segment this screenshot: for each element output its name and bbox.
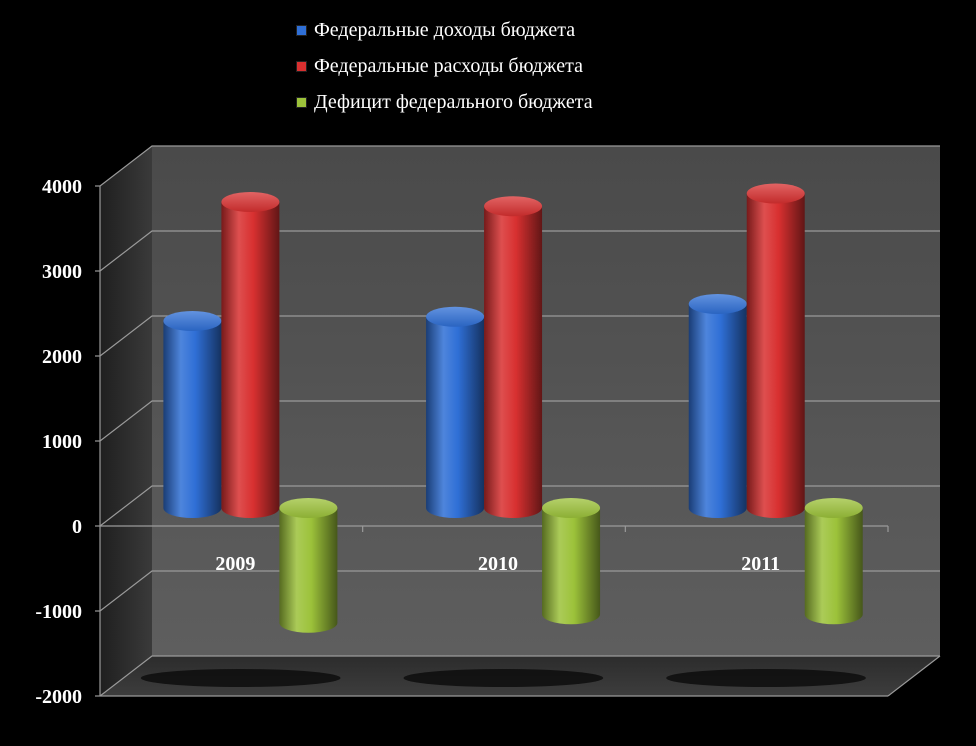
bar — [746, 183, 805, 518]
gridline — [99, 570, 940, 612]
tick-label: 4000 — [42, 176, 82, 198]
bar-cap — [804, 498, 863, 518]
bar-body — [688, 304, 747, 518]
gridline — [99, 400, 940, 442]
legend-item-expenses: Федеральные расходы бюджета — [296, 48, 593, 84]
legend-label-expenses: Федеральные расходы бюджета — [314, 54, 583, 77]
bar — [484, 196, 543, 518]
legend-item-revenue: Федеральные доходы бюджета — [296, 12, 593, 48]
legend-item-deficit: Дефицит федерального бюджета — [296, 84, 593, 120]
bar-cap — [484, 196, 543, 217]
bar-body — [426, 316, 485, 518]
gridline — [99, 230, 940, 272]
legend-label-revenue: Федеральные доходы бюджета — [314, 18, 576, 41]
legend-swatch-expenses — [296, 60, 307, 72]
bar — [804, 498, 863, 625]
legend: Федеральные доходы бюджета Федеральные р… — [296, 12, 593, 120]
gridline — [99, 655, 940, 697]
bar — [279, 498, 338, 633]
gridline — [99, 485, 940, 527]
bar-cap — [279, 498, 338, 518]
bar — [221, 192, 280, 518]
category-label: 2011 — [741, 553, 780, 575]
legend-swatch-deficit — [296, 96, 307, 108]
bar-body — [542, 508, 601, 625]
category-label: 2009 — [215, 553, 255, 575]
bar-cap — [746, 183, 805, 204]
floor-shadow — [666, 669, 866, 687]
bar — [688, 294, 747, 518]
legend-swatch-revenue — [296, 24, 307, 36]
bar — [542, 498, 601, 625]
tick-label: -1000 — [35, 601, 82, 623]
bar-cap — [163, 311, 222, 331]
bar-body — [221, 202, 280, 518]
legend-label-deficit: Дефицит федерального бюджета — [314, 90, 593, 113]
category-label: 2010 — [478, 553, 518, 575]
bar-body — [279, 508, 338, 633]
bar-body — [746, 193, 805, 518]
bar-body — [163, 321, 222, 518]
floor-shadow — [140, 669, 341, 687]
gridline — [99, 145, 940, 187]
floor-edge — [887, 655, 941, 697]
bar-body — [484, 206, 543, 518]
bar-cap — [542, 498, 601, 518]
tick-label: 0 — [72, 516, 82, 538]
tick-label: 2000 — [42, 346, 82, 368]
bar — [163, 311, 222, 518]
bar-cap — [688, 294, 747, 314]
tick-label: 3000 — [42, 261, 82, 283]
gridline — [99, 315, 940, 357]
bar — [426, 306, 485, 518]
bar-body — [804, 508, 863, 625]
bar-cap — [426, 306, 485, 327]
tick-label: -2000 — [35, 686, 82, 708]
bar-cap — [221, 192, 280, 212]
tick-label: 1000 — [42, 431, 82, 453]
floor-shadow — [403, 669, 604, 687]
